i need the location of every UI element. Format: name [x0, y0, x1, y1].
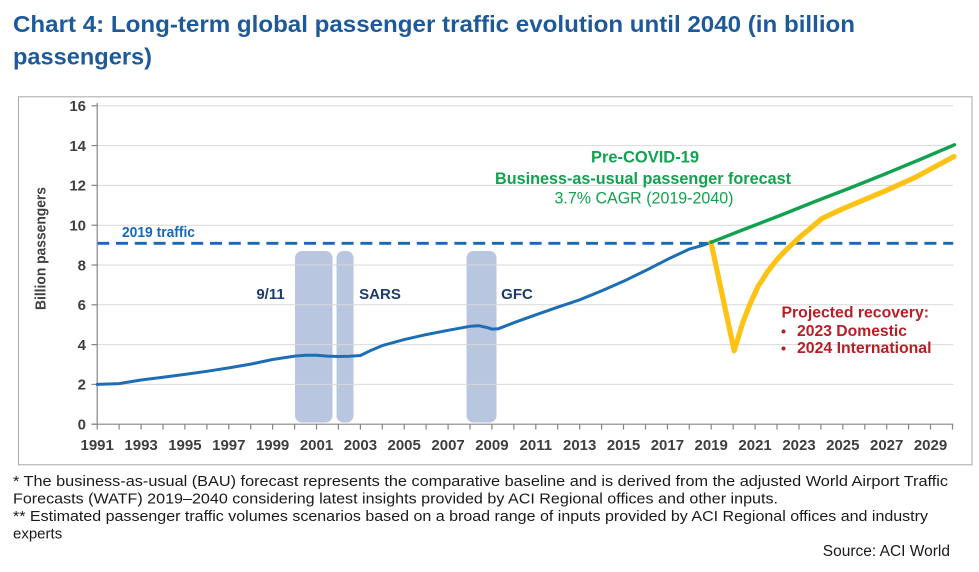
svg-text:Pre-COVID-19: Pre-COVID-19	[591, 148, 699, 167]
svg-text:2027: 2027	[870, 437, 903, 454]
svg-text:2015: 2015	[607, 437, 640, 454]
svg-text:2021: 2021	[738, 437, 771, 454]
svg-text:1991: 1991	[81, 437, 114, 454]
svg-text:6: 6	[78, 297, 86, 314]
svg-text:2019 traffic: 2019 traffic	[122, 224, 195, 241]
svg-text:4: 4	[78, 337, 87, 354]
svg-text:2003: 2003	[344, 437, 377, 454]
svg-text:1997: 1997	[212, 437, 245, 454]
svg-text:Forecasts (WATF) 2019–2040 con: Forecasts (WATF) 2019–2040 considering l…	[13, 491, 778, 508]
svg-text:Projected recovery:: Projected recovery:	[782, 305, 930, 322]
svg-text:2001: 2001	[300, 437, 333, 454]
svg-text:2013: 2013	[563, 437, 596, 454]
svg-text:** Estimated passenger traffic: ** Estimated passenger traffic volumes s…	[13, 508, 929, 525]
svg-text:2025: 2025	[826, 437, 859, 454]
svg-text:10: 10	[69, 218, 86, 235]
svg-text:0: 0	[78, 417, 86, 434]
svg-text:1995: 1995	[168, 437, 201, 454]
svg-text:SARS: SARS	[359, 286, 401, 303]
svg-text:passengers): passengers)	[13, 44, 152, 70]
svg-text:2005: 2005	[388, 437, 421, 454]
svg-text:Source: ACI World: Source: ACI World	[823, 543, 950, 560]
svg-text:8: 8	[78, 257, 86, 274]
svg-text:2009: 2009	[475, 437, 508, 454]
svg-text:9/11: 9/11	[256, 286, 284, 303]
svg-text:12: 12	[69, 178, 86, 195]
svg-text:Billion passengers: Billion passengers	[33, 187, 50, 310]
svg-text:2023 Domestic: 2023 Domestic	[797, 323, 907, 340]
svg-text:2007: 2007	[431, 437, 464, 454]
svg-text:2023: 2023	[782, 437, 815, 454]
svg-text:14: 14	[69, 138, 86, 155]
svg-text:2011: 2011	[520, 437, 553, 454]
svg-text:2019: 2019	[695, 437, 728, 454]
svg-text:GFC: GFC	[501, 286, 533, 303]
svg-text:2: 2	[78, 377, 86, 394]
svg-text:experts: experts	[13, 526, 62, 543]
svg-text:Chart 4: Long-term global pass: Chart 4: Long-term global passenger traf…	[13, 11, 855, 37]
svg-text:1999: 1999	[256, 437, 289, 454]
svg-text:3.7% CAGR (2019-2040): 3.7% CAGR (2019-2040)	[555, 189, 734, 208]
svg-text:* The business-as-usual (BAU): * The business-as-usual (BAU) forecast r…	[13, 473, 949, 490]
svg-text:2017: 2017	[651, 437, 684, 454]
svg-text:16: 16	[69, 98, 86, 115]
svg-text:2024 International: 2024 International	[797, 340, 932, 357]
svg-text:Business-as-usual passenger fo: Business-as-usual passenger forecast	[495, 169, 791, 188]
svg-text:1993: 1993	[124, 437, 157, 454]
svg-text:2029: 2029	[914, 437, 947, 454]
